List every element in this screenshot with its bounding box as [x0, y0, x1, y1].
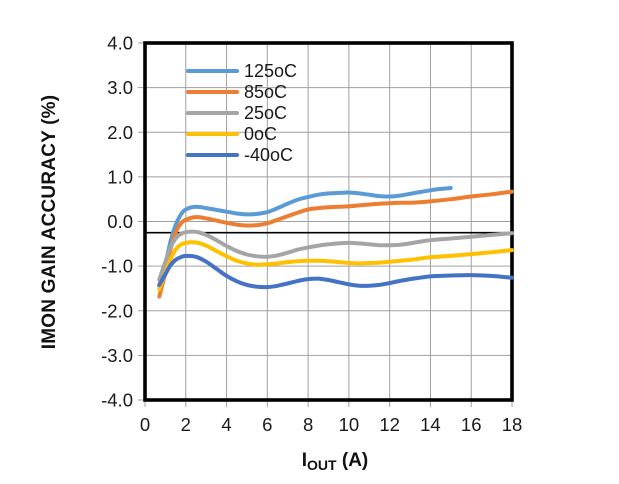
legend-label: 125oC: [244, 61, 298, 81]
legend: 125oC 85oC 25oC 0oC -40oC: [186, 62, 297, 164]
legend-label: 85oC: [244, 82, 288, 102]
x-axis-title-symbol: I: [301, 450, 308, 471]
y-tick-label: 3.0: [107, 77, 133, 98]
legend-item-0oC: 0oC: [186, 125, 297, 143]
y-tick-label: -4.0: [101, 390, 133, 411]
x-tick-label: 14: [420, 414, 441, 435]
series-curve-125oC: [157, 186, 453, 289]
legend-swatch--40oC: [186, 153, 239, 157]
y-tick-label: 1.0: [107, 166, 133, 187]
x-axis-title-subscript: OUT: [307, 457, 337, 473]
series-curve--40oC: [157, 253, 514, 290]
y-tick-label: 4.0: [107, 33, 133, 54]
x-tick-label: 8: [303, 414, 313, 435]
x-tick-label: 16: [461, 414, 482, 435]
legend-item-25oC: 25oC: [186, 104, 297, 122]
legend-swatch-85oC: [186, 90, 239, 94]
legend-label: 25oC: [244, 103, 288, 123]
legend-item-85oC: 85oC: [186, 83, 297, 101]
series-curve-25oC: [157, 229, 514, 282]
y-axis-title: IMON GAIN ACCURACY (%): [39, 94, 60, 350]
legend-item--40oC: -40oC: [186, 146, 297, 164]
x-tick-label: 0: [140, 414, 150, 435]
series-curve-0oC: [157, 240, 514, 292]
plot-frame: [143, 41, 514, 402]
x-axis-title: IOUT (A): [302, 450, 369, 473]
y-tick-label: -3.0: [101, 345, 133, 366]
legend-swatch-25oC: [186, 111, 239, 115]
series-curve-85oC: [157, 189, 514, 299]
x-tick-label: 18: [502, 414, 523, 435]
x-tick-label: 2: [181, 414, 191, 435]
y-tick-label: -1.0: [101, 256, 133, 277]
x-axis-title-unit: (A): [336, 450, 369, 471]
legend-label: -40oC: [244, 145, 294, 165]
y-tick-label: 2.0: [107, 122, 133, 143]
y-tick-label: 0.0: [107, 211, 133, 232]
x-tick-label: 4: [221, 414, 231, 435]
legend-swatch-125oC: [186, 69, 239, 73]
legend-item-125oC: 125oC: [186, 62, 297, 80]
x-tick-label: 10: [339, 414, 360, 435]
x-tick-label: 12: [379, 414, 400, 435]
legend-label: 0oC: [244, 124, 278, 144]
x-tick-label: 6: [262, 414, 272, 435]
y-tick-label: -2.0: [101, 300, 133, 321]
legend-swatch-0oC: [186, 132, 239, 136]
